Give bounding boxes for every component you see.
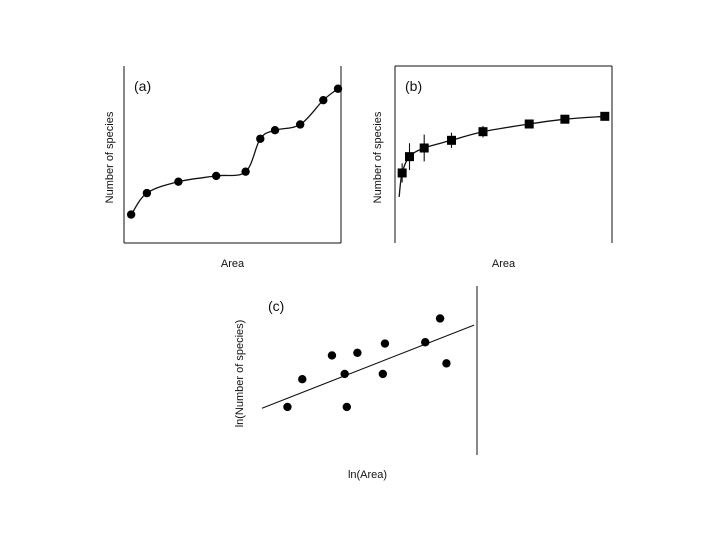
y-axis-label-a: Number of species — [104, 111, 116, 203]
panel-label-b: (b) — [405, 78, 422, 94]
data-point-b-4 — [478, 127, 488, 137]
lines-layer — [127, 88, 605, 409]
trend-line-c — [261, 324, 475, 409]
data-point-c-0 — [283, 402, 292, 412]
marks-layer — [126, 84, 610, 412]
data-point-c-1 — [298, 375, 307, 384]
data-point-b-7 — [600, 111, 610, 121]
data-point-a-9 — [333, 84, 343, 93]
data-point-c-6 — [378, 369, 388, 379]
axes-layer — [123, 65, 613, 455]
series-line-b — [398, 115, 605, 198]
y-axis-label-c: ln(Number of species) — [234, 320, 246, 428]
data-point-c-8 — [421, 338, 430, 347]
data-point-c-7 — [380, 339, 390, 348]
data-point-b-0 — [397, 168, 407, 178]
x-axis-label-a: Area — [221, 258, 245, 270]
panel-label-a: (a) — [134, 78, 151, 94]
data-point-a-1 — [142, 188, 152, 198]
data-point-b-2 — [419, 143, 429, 153]
text-layer: (a) Area Number of species (b) Area Number of… — [104, 78, 516, 481]
data-point-a-3 — [212, 171, 221, 181]
data-point-c-2 — [327, 351, 337, 360]
data-point-a-5 — [256, 134, 265, 143]
data-point-b-6 — [560, 114, 570, 124]
data-point-a-8 — [319, 95, 328, 105]
data-point-a-2 — [174, 177, 183, 186]
data-point-c-3 — [342, 402, 351, 412]
data-point-a-7 — [296, 120, 305, 129]
data-point-a-4 — [241, 167, 250, 176]
data-point-a-0 — [126, 210, 136, 219]
data-point-c-5 — [353, 348, 362, 357]
data-point-b-5 — [524, 119, 534, 129]
data-point-b-3 — [447, 135, 456, 145]
data-point-c-9 — [435, 314, 445, 323]
x-axis-label-b: Area — [492, 258, 516, 270]
data-point-c-10 — [442, 359, 451, 368]
data-point-b-1 — [405, 152, 414, 162]
data-point-c-4 — [340, 369, 349, 379]
y-axis-label-b: Number of species — [372, 111, 384, 203]
x-axis-label-c: ln(Area) — [348, 469, 387, 481]
panel-label-c: (c) — [268, 298, 284, 314]
data-point-a-6 — [270, 125, 280, 135]
series-line-a — [127, 88, 339, 219]
